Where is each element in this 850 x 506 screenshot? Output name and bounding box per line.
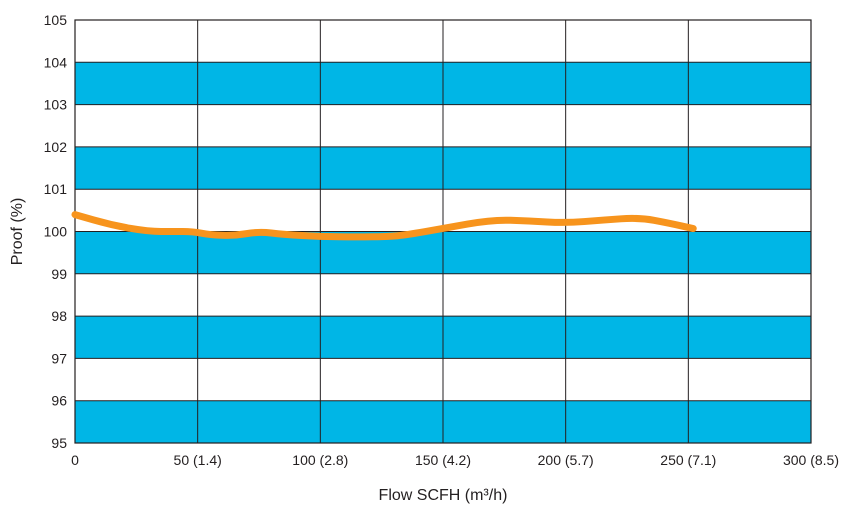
x-tick-label: 300 (8.5)	[783, 452, 839, 468]
y-tick-label: 101	[44, 181, 68, 197]
y-tick-label: 102	[44, 139, 68, 155]
x-tick-label: 150 (4.2)	[415, 452, 471, 468]
x-tick-label: 100 (2.8)	[292, 452, 348, 468]
y-tick-label: 104	[44, 54, 68, 70]
y-tick-label: 100	[44, 224, 68, 240]
x-tick-label: 50 (1.4)	[174, 452, 222, 468]
series-layer	[71, 211, 697, 241]
y-tick-label: 99	[51, 266, 67, 282]
y-tick-label: 97	[51, 350, 67, 366]
y-tick-label: 96	[51, 393, 67, 409]
series-line-0	[71, 211, 697, 241]
y-tick-label: 98	[51, 308, 67, 324]
y-axis-title: Proof (%)	[9, 198, 26, 266]
y-tick-label: 103	[44, 97, 68, 113]
x-tick-label: 200 (5.7)	[538, 452, 594, 468]
y-tick-label: 105	[44, 12, 68, 28]
x-tick-label: 0	[71, 452, 79, 468]
y-tick-label: 95	[51, 435, 67, 451]
y-tick-labels: 95 96 97 98 99 100 101 102 103 104 105	[44, 12, 68, 451]
x-tick-labels: 0 50 (1.4) 100 (2.8) 150 (4.2) 200 (5.7) 250 …	[71, 452, 839, 468]
x-axis-title: Flow SCFH (m³/h)	[379, 487, 508, 504]
x-tick-label: 250 (7.1)	[660, 452, 716, 468]
plot-frame	[74, 19, 812, 444]
